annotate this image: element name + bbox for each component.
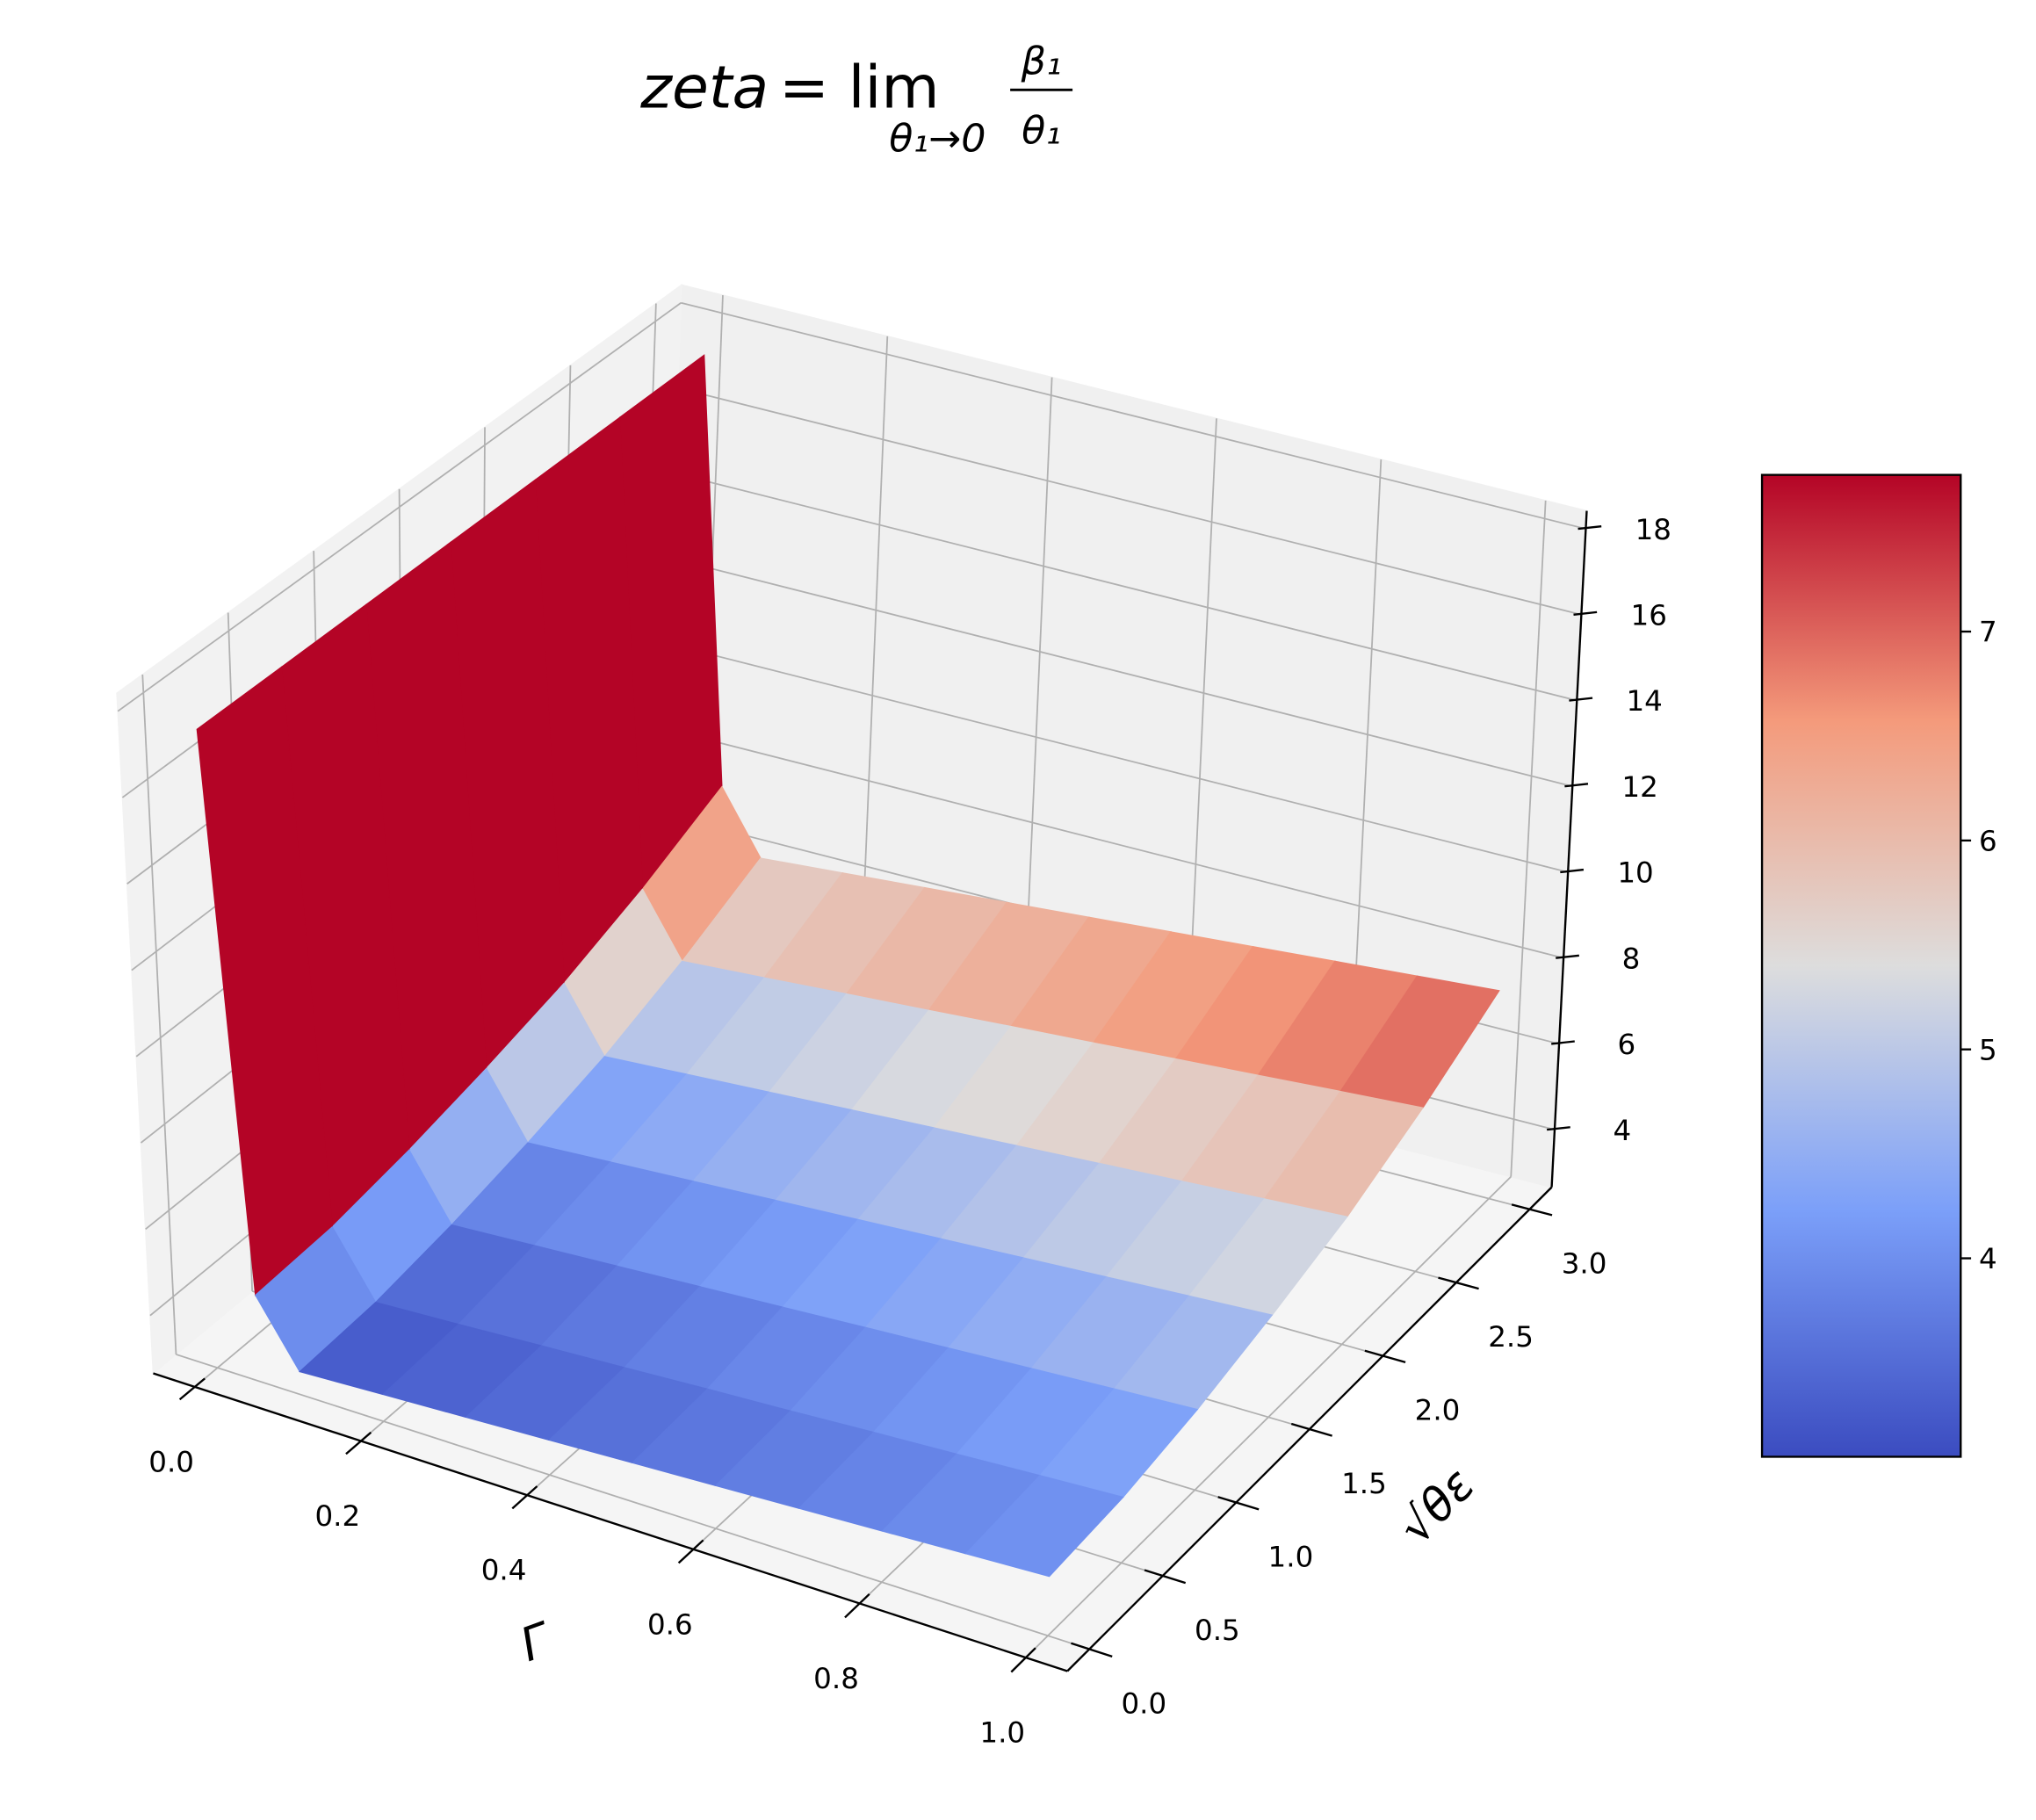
x-tick [511,1485,538,1510]
grid-line [664,727,1564,959]
x-tick-label: 0.2 [315,1499,361,1533]
y-tick-label: 0.0 [1121,1687,1166,1721]
y-tick [1290,1422,1332,1437]
y-tick [1144,1569,1187,1585]
colorbar-tick-label: 6 [1979,825,1997,858]
colorbar-tick-label: 4 [1979,1242,1997,1275]
y-tick-label: 2.0 [1415,1394,1461,1427]
z-tick-label: 8 [1622,942,1641,976]
x-tick-label: 0.8 [813,1662,859,1695]
y-tick [1364,1349,1406,1363]
title-lhs: zeta [639,53,769,122]
y-tick-label: 1.0 [1268,1541,1314,1574]
grid-line [141,674,177,1354]
x-tick [1010,1647,1036,1673]
z-tick [1578,525,1602,531]
x-tick-label: 0.4 [481,1554,527,1587]
y-tick-label: 2.5 [1488,1320,1534,1354]
z-axis-line [1550,510,1588,1188]
grid-line [670,557,1573,788]
z-tick-label: 6 [1618,1028,1636,1061]
y-tick [1438,1276,1479,1290]
colorbar-tick-label: 5 [1979,1034,1997,1067]
z-tick-label: 16 [1631,599,1667,632]
axes: 0.0 0.2 0.4 0.6 0.8 1.0 0.0 0.5 1.0 1.5 2.0 2.5 3.0 4… [148,510,1671,1750]
z-tick-label: 4 [1614,1114,1632,1147]
colorbar [1760,473,1962,1458]
z-tick [1551,1040,1575,1045]
z-tick-label: 14 [1626,684,1662,718]
colorbar-tick-label: 7 [1979,616,1997,649]
x-tick [844,1592,870,1619]
x-axis-label: Γ [514,1613,560,1672]
title-denominator: θ₁ [1022,109,1061,154]
z-tick-label: 10 [1617,856,1653,890]
y-tick-label: 3.0 [1562,1247,1607,1281]
y-tick [1217,1496,1260,1511]
x-tick [345,1431,372,1455]
grid-line [117,302,682,712]
y-tick [1071,1642,1113,1658]
z-tick [1564,783,1589,788]
grid-line [677,386,1582,616]
x-tick-label: 0.0 [148,1446,194,1479]
y-tick-label: 0.5 [1195,1614,1240,1647]
title-numerator: β₁ [1021,40,1062,84]
x-axis-line [153,1372,1068,1672]
z-tick [1569,697,1593,702]
x-tick [677,1539,704,1564]
y-tick [1511,1203,1553,1217]
surface [196,354,1500,1578]
z-tick [1560,868,1585,874]
surface-face [964,1475,1124,1578]
x-tick-label: 0.6 [647,1607,693,1641]
title-limit: θ₁→0 [889,117,986,162]
z-tick-label: 12 [1621,770,1657,804]
grid-line [1510,500,1547,1177]
z-tick [1556,954,1579,959]
title-operator: = lim [779,53,940,122]
x-tick-label: 1.0 [979,1716,1025,1750]
grid-line [674,472,1578,702]
grid-line [176,1354,1090,1650]
z-tick [1573,610,1598,616]
y-tick-label: 1.5 [1341,1467,1387,1500]
grid-line [681,301,1586,530]
grid-line [668,642,1569,873]
y-axis-label: √θε [1389,1458,1485,1555]
z-tick [1546,1126,1570,1131]
z-tick-label: 18 [1635,513,1671,546]
x-tick [178,1377,206,1401]
